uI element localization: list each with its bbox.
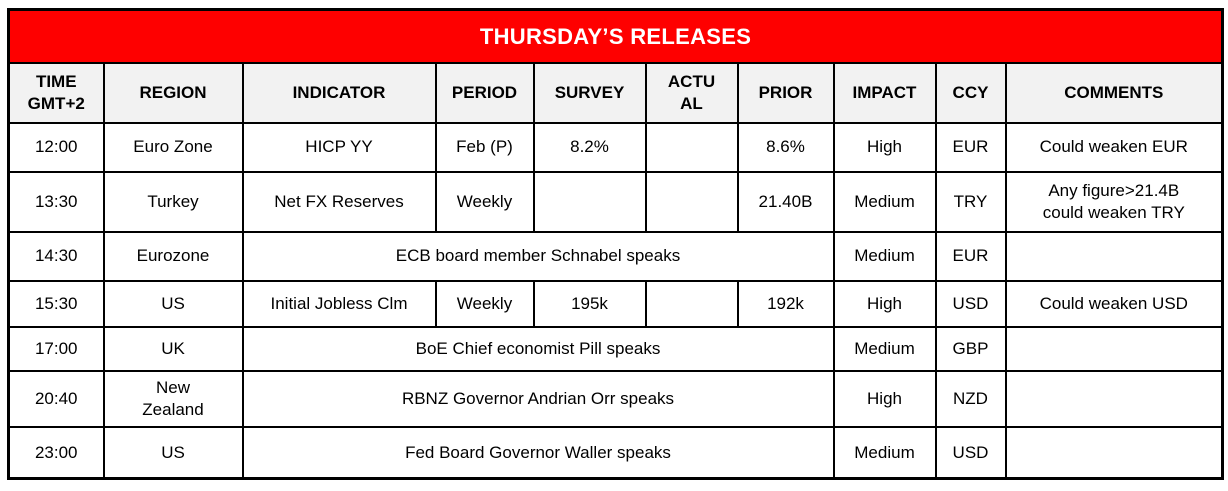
table-row: 23:00 US Fed Board Governor Waller speak…	[7, 425, 1224, 480]
cell-time: 12:00	[7, 121, 105, 173]
cell-impact: Medium	[832, 230, 937, 282]
col-header-survey: SURVEY	[532, 61, 647, 124]
table-title: THURSDAY’S RELEASES	[7, 8, 1224, 64]
cell-time: 23:00	[7, 425, 105, 480]
cell-region: US	[102, 279, 244, 328]
col-header-region: REGION	[102, 61, 244, 124]
cell-time: 17:00	[7, 325, 105, 372]
cell-indicator: HICP YY	[241, 121, 437, 173]
table-row: 15:30 US Initial Jobless Clm Weekly 195k…	[7, 279, 1224, 328]
col-header-ccy: CCY	[934, 61, 1007, 124]
cell-region: US	[102, 425, 244, 480]
cell-event-merged: BoE Chief economist Pill speaks	[241, 325, 835, 372]
cell-ccy: NZD	[934, 369, 1007, 428]
cell-actual	[644, 170, 739, 233]
cell-ccy: USD	[934, 425, 1007, 480]
cell-survey: 195k	[532, 279, 647, 328]
cell-ccy: EUR	[934, 121, 1007, 173]
table-row: 13:30 Turkey Net FX Reserves Weekly 21.4…	[7, 170, 1224, 233]
table-row: 12:00 Euro Zone HICP YY Feb (P) 8.2% 8.6…	[7, 121, 1224, 173]
cell-indicator: Net FX Reserves	[241, 170, 437, 233]
cell-prior: 8.6%	[736, 121, 835, 173]
cell-region: Eurozone	[102, 230, 244, 282]
cell-survey	[532, 170, 647, 233]
cell-impact: High	[832, 369, 937, 428]
col-header-period: PERIOD	[434, 61, 535, 124]
cell-ccy: EUR	[934, 230, 1007, 282]
cell-impact: Medium	[832, 325, 937, 372]
column-header-row: TIME GMT+2 REGION INDICATOR PERIOD SURVE…	[7, 61, 1224, 124]
cell-event-merged: Fed Board Governor Waller speaks	[241, 425, 835, 480]
cell-event-merged: RBNZ Governor Andrian Orr speaks	[241, 369, 835, 428]
col-header-actual: ACTU AL	[644, 61, 739, 124]
col-header-comments: COMMENTS	[1004, 61, 1224, 124]
cell-impact: Medium	[832, 425, 937, 480]
cell-comments	[1004, 230, 1224, 282]
cell-period: Weekly	[434, 279, 535, 328]
cell-prior: 192k	[736, 279, 835, 328]
cell-comments: Could weaken USD	[1004, 279, 1224, 328]
col-header-indicator: INDICATOR	[241, 61, 437, 124]
economic-calendar-table: THURSDAY’S RELEASES TIME GMT+2 REGION IN…	[7, 8, 1225, 480]
cell-comments	[1004, 369, 1224, 428]
cell-ccy: TRY	[934, 170, 1007, 233]
cell-ccy: USD	[934, 279, 1007, 328]
table-row: 14:30 Eurozone ECB board member Schnabel…	[7, 230, 1224, 282]
cell-comments	[1004, 425, 1224, 480]
cell-comments: Any figure>21.4B could weaken TRY	[1004, 170, 1224, 233]
col-header-impact: IMPACT	[832, 61, 937, 124]
table-row: 17:00 UK BoE Chief economist Pill speaks…	[7, 325, 1224, 372]
cell-comments	[1004, 325, 1224, 372]
cell-time: 13:30	[7, 170, 105, 233]
cell-time: 15:30	[7, 279, 105, 328]
cell-region: Turkey	[102, 170, 244, 233]
cell-ccy: GBP	[934, 325, 1007, 372]
col-header-prior: PRIOR	[736, 61, 835, 124]
cell-prior: 21.40B	[736, 170, 835, 233]
cell-comments: Could weaken EUR	[1004, 121, 1224, 173]
col-header-time: TIME GMT+2	[7, 61, 105, 124]
cell-time: 14:30	[7, 230, 105, 282]
table-row: 20:40 New Zealand RBNZ Governor Andrian …	[7, 369, 1224, 428]
cell-actual	[644, 279, 739, 328]
cell-survey: 8.2%	[532, 121, 647, 173]
cell-actual	[644, 121, 739, 173]
cell-region: Euro Zone	[102, 121, 244, 173]
cell-event-merged: ECB board member Schnabel speaks	[241, 230, 835, 282]
cell-impact: High	[832, 279, 937, 328]
cell-region: UK	[102, 325, 244, 372]
cell-impact: Medium	[832, 170, 937, 233]
cell-indicator: Initial Jobless Clm	[241, 279, 437, 328]
title-row: THURSDAY’S RELEASES	[7, 8, 1224, 64]
cell-period: Feb (P)	[434, 121, 535, 173]
cell-period: Weekly	[434, 170, 535, 233]
cell-impact: High	[832, 121, 937, 173]
cell-region: New Zealand	[102, 369, 244, 428]
cell-time: 20:40	[7, 369, 105, 428]
